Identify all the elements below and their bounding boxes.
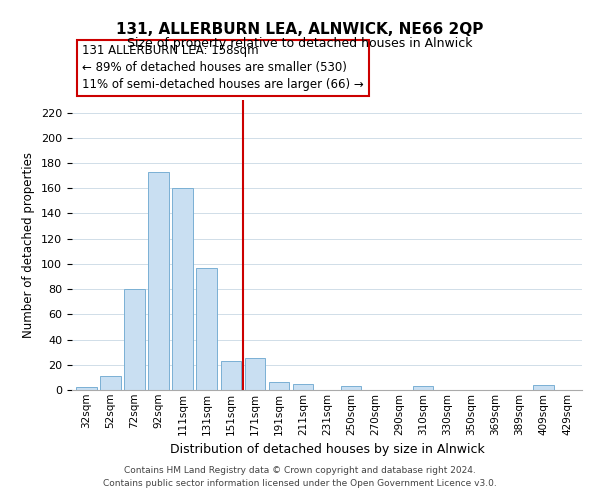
- Bar: [293, 384, 313, 390]
- Bar: [533, 385, 554, 390]
- X-axis label: Distribution of detached houses by size in Alnwick: Distribution of detached houses by size …: [170, 443, 484, 456]
- Bar: [76, 388, 97, 390]
- Text: 131, ALLERBURN LEA, ALNWICK, NE66 2QP: 131, ALLERBURN LEA, ALNWICK, NE66 2QP: [116, 22, 484, 38]
- Bar: [172, 188, 193, 390]
- Bar: [100, 376, 121, 390]
- Bar: [245, 358, 265, 390]
- Bar: [221, 361, 241, 390]
- Bar: [148, 172, 169, 390]
- Bar: [413, 386, 433, 390]
- Bar: [269, 382, 289, 390]
- Text: Contains HM Land Registry data © Crown copyright and database right 2024.
Contai: Contains HM Land Registry data © Crown c…: [103, 466, 497, 487]
- Bar: [341, 386, 361, 390]
- Bar: [196, 268, 217, 390]
- Y-axis label: Number of detached properties: Number of detached properties: [22, 152, 35, 338]
- Text: Size of property relative to detached houses in Alnwick: Size of property relative to detached ho…: [127, 38, 473, 51]
- Text: 131 ALLERBURN LEA: 158sqm
← 89% of detached houses are smaller (530)
11% of semi: 131 ALLERBURN LEA: 158sqm ← 89% of detac…: [82, 44, 364, 92]
- Bar: [124, 289, 145, 390]
